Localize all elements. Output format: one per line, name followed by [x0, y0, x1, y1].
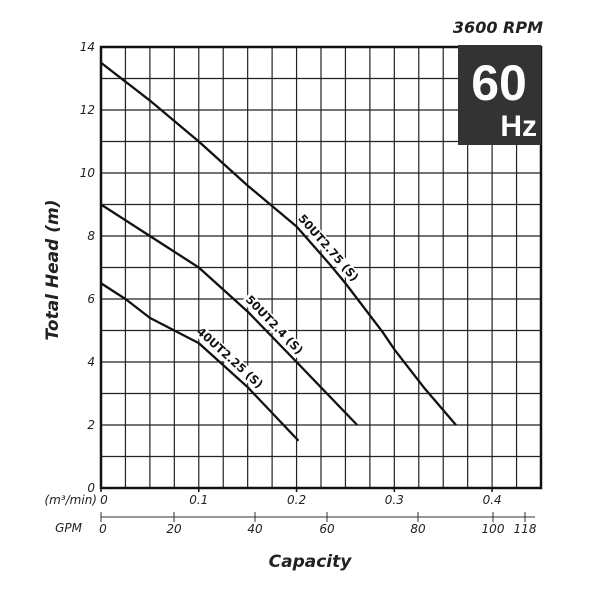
curve-label-group: 40UT2.25 (S)	[194, 324, 266, 391]
curve-label: 40UT2.25 (S)	[194, 324, 266, 391]
gpm-tick-label: 118	[514, 522, 537, 536]
curve-label-bg	[241, 291, 307, 359]
curve-50ut2-4-s	[100, 203, 359, 426]
x-ticks: 0 0.1 0.2 0.3 0.4	[100, 488, 502, 507]
rpm-label: 3600 RPM	[453, 18, 543, 37]
x-tick-label: 0.3	[385, 493, 404, 507]
curve-label-bg	[195, 326, 264, 390]
y-tick-label: 2	[87, 418, 95, 432]
y-tick-label: 12	[80, 103, 95, 117]
y-tick-label: 8	[87, 229, 95, 243]
gpm-tick-label: 60	[319, 522, 335, 536]
y-axis-label: Total Head (m)	[43, 200, 63, 341]
curve-40ut2-25-s	[100, 282, 300, 442]
gpm-tick-label: 100	[482, 522, 505, 536]
gpm-tick-label: 80	[410, 522, 426, 536]
y-tick-label: 0	[87, 481, 95, 495]
x-tick-label: 0	[100, 493, 108, 507]
x-tick-label: 0.1	[189, 493, 208, 507]
curve-50ut2-75-s	[100, 61, 457, 426]
frequency-badge: 60 Hz	[458, 45, 541, 145]
frequency-unit: Hz	[500, 110, 537, 143]
x-unit-label: (m³/min)	[44, 493, 97, 507]
gpm-tick-label: 40	[247, 522, 263, 536]
gpm-tick-label: 20	[166, 522, 182, 536]
curve-label-bg	[296, 213, 360, 283]
y-tick-label: 14	[80, 40, 95, 54]
x-axis-label: Capacity	[269, 552, 353, 572]
curve-label-group: 50UT2.75 (S)	[295, 211, 361, 284]
plot-frame	[99, 45, 543, 490]
y-tick-label: 10	[80, 166, 96, 180]
y-ticks: 0 2 4 6 8 10 12 14	[80, 40, 96, 495]
gpm-axis: 0 20 40 60 80 100 118	[99, 512, 537, 536]
y-tick-label: 4	[87, 355, 95, 369]
frequency-value: 60	[471, 55, 527, 111]
curve-label: 50UT2.75 (S)	[295, 211, 361, 284]
y-tick-label: 6	[87, 292, 95, 306]
x-tick-label: 0.2	[287, 493, 306, 507]
curve-label-group: 50UT2.4 (S)	[241, 291, 307, 359]
gpm-tick-label: 0	[99, 522, 107, 536]
gpm-unit-label: GPM	[55, 521, 83, 535]
frequency-badge-bg	[458, 45, 541, 145]
x-tick-label: 0.4	[483, 493, 502, 507]
curves: 50UT2.75 (S) 50UT2.4 (S)40UT2.25 (S)	[100, 61, 457, 442]
